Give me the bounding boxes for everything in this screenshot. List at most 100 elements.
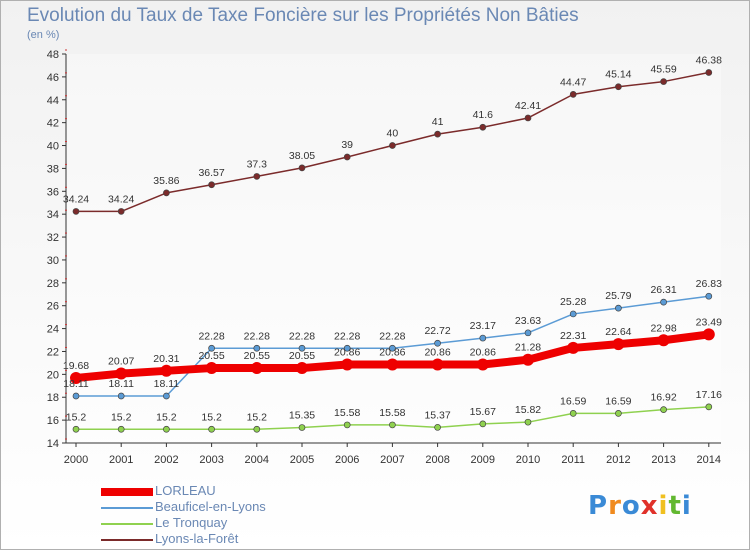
y-tick-label: 26 xyxy=(47,301,59,313)
data-label: 20.07 xyxy=(108,356,134,368)
data-point xyxy=(434,423,441,431)
data-label: 20.86 xyxy=(424,347,450,359)
data-label: 18.11 xyxy=(108,378,134,390)
data-point xyxy=(660,78,667,85)
data-label: 20.86 xyxy=(334,347,360,359)
legend-item-lyons-la-foret: Lyons-la-Forêt xyxy=(101,531,401,547)
proxiti-logo: Proxiti xyxy=(588,491,692,521)
data-point xyxy=(660,406,667,413)
logo-letter: r xyxy=(608,491,622,521)
data-label: 41.6 xyxy=(473,109,494,121)
data-point xyxy=(389,344,396,352)
data-label: 15.2 xyxy=(111,411,132,423)
legend-item-le-tronquay: Le Tronquay xyxy=(101,515,401,531)
chart-title: Evolution du Taux de Taxe Foncière sur l… xyxy=(27,5,579,26)
data-point xyxy=(72,425,80,433)
data-point xyxy=(569,91,577,98)
y-tick-label: 42 xyxy=(47,118,59,130)
legend-label: LORLEAU xyxy=(155,483,216,498)
y-tick-label: 16 xyxy=(47,415,59,427)
data-point xyxy=(660,298,667,306)
data-label: 20.86 xyxy=(470,347,496,359)
data-label: 22.98 xyxy=(650,322,676,334)
data-label: 22.28 xyxy=(198,330,224,342)
data-label: 20.55 xyxy=(198,350,224,362)
data-label: 26.31 xyxy=(650,284,676,296)
legend-label: Lyons-la-Forêt xyxy=(155,531,239,546)
data-label: 21.28 xyxy=(515,342,541,354)
data-label: 16.92 xyxy=(650,392,676,404)
data-label: 19.68 xyxy=(63,360,89,372)
data-label: 16.59 xyxy=(560,395,586,407)
x-tick-label: 2010 xyxy=(516,454,540,466)
y-tick-label: 46 xyxy=(47,72,59,84)
unit-label: (en %) xyxy=(27,29,60,41)
data-label: 22.72 xyxy=(424,325,450,337)
y-tick-label: 36 xyxy=(47,186,59,198)
data-label: 18.11 xyxy=(63,378,89,390)
data-label: 16.59 xyxy=(605,395,631,407)
data-point xyxy=(479,123,487,131)
data-label: 15.82 xyxy=(515,404,541,416)
data-label: 44.47 xyxy=(560,76,586,88)
data-point xyxy=(208,425,215,433)
data-label: 36.57 xyxy=(198,167,224,179)
data-point xyxy=(705,292,713,300)
data-label: 15.35 xyxy=(289,410,315,422)
data-label: 40 xyxy=(387,128,399,140)
data-label: 23.17 xyxy=(470,320,496,332)
y-tick-label: 22 xyxy=(47,346,59,358)
data-point xyxy=(253,425,261,433)
logo-letter: x xyxy=(640,491,659,521)
data-point xyxy=(343,344,351,352)
data-point xyxy=(476,358,489,371)
y-tick-label: 48 xyxy=(47,49,59,61)
data-label: 34.24 xyxy=(63,193,89,205)
data-point xyxy=(160,364,173,377)
x-tick-label: 2004 xyxy=(245,454,269,466)
data-label: 15.2 xyxy=(66,411,87,423)
legend-item-beauficel: Beauficel-en-Lyons xyxy=(101,499,401,515)
data-point xyxy=(117,392,125,400)
x-tick-label: 2011 xyxy=(561,454,585,466)
data-label: 22.28 xyxy=(244,330,270,342)
y-tick-label: 40 xyxy=(47,141,59,153)
data-point xyxy=(702,328,715,341)
legend-item-lorleau: LORLEAU xyxy=(101,483,401,499)
data-point xyxy=(657,334,670,347)
data-label: 15.37 xyxy=(424,409,450,421)
data-label: 22.28 xyxy=(334,330,360,342)
x-tick-label: 2003 xyxy=(199,454,223,466)
data-point xyxy=(615,410,622,417)
line-chart: 14 16 18 20 22 24 26 28 30 32 34 36 38 40 42 44 46 48 2000… xyxy=(47,49,722,466)
y-tick-label: 44 xyxy=(47,95,59,107)
data-label: 20.31 xyxy=(153,353,179,365)
data-point xyxy=(163,392,170,400)
data-point xyxy=(72,208,80,215)
data-point xyxy=(434,339,441,347)
x-tick-label: 2007 xyxy=(380,454,404,466)
data-label: 15.58 xyxy=(379,407,405,419)
data-point xyxy=(298,344,306,352)
data-label: 38.05 xyxy=(289,150,315,162)
data-label: 15.58 xyxy=(334,407,360,419)
data-point xyxy=(569,310,577,318)
data-label: 25.79 xyxy=(605,290,631,302)
x-tick-label: 2002 xyxy=(154,454,178,466)
data-point xyxy=(163,189,170,197)
logo-letter: i xyxy=(681,491,692,521)
data-point xyxy=(341,358,354,371)
legend-swatch xyxy=(101,507,153,509)
data-point xyxy=(205,362,218,375)
data-point xyxy=(163,425,170,433)
legend-label: Beauficel-en-Lyons xyxy=(155,499,266,514)
x-tick-label: 2000 xyxy=(64,454,88,466)
data-point xyxy=(615,83,622,91)
y-tick-label: 28 xyxy=(47,278,59,290)
data-point xyxy=(386,358,399,371)
data-point xyxy=(208,181,215,189)
data-point xyxy=(250,362,263,375)
data-point xyxy=(72,392,80,400)
data-label: 17.16 xyxy=(696,389,722,401)
